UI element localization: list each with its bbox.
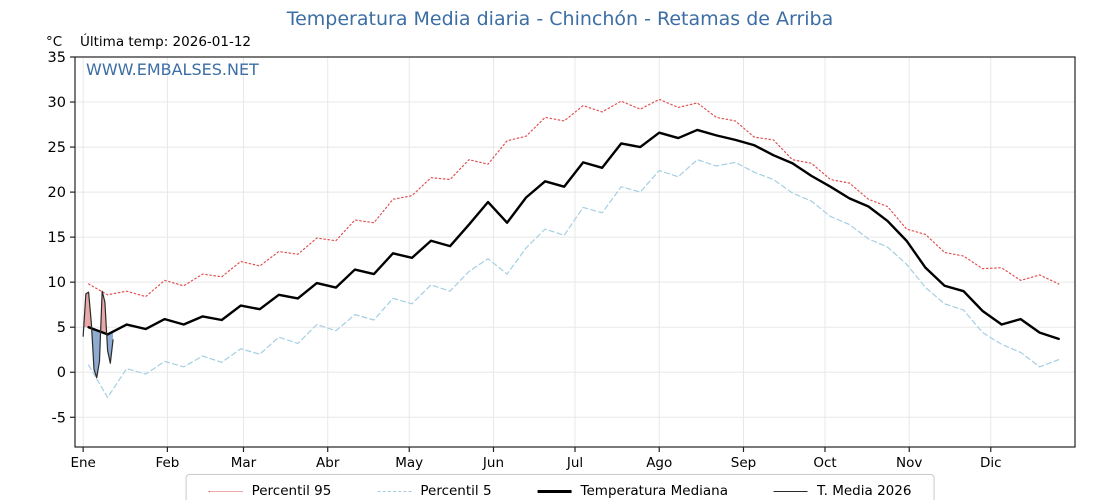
svg-text:Dic: Dic	[980, 455, 1002, 471]
mediana-line-sample	[537, 489, 572, 493]
legend-label-mediana: Temperatura Mediana	[580, 483, 728, 499]
last-temp-label: Última temp: 2026-01-12	[80, 34, 252, 50]
svg-text:Jul: Jul	[566, 455, 583, 471]
svg-text:Jun: Jun	[482, 455, 504, 471]
legend-label-percentil-95: Percentil 95	[251, 483, 332, 499]
svg-text:15: 15	[48, 230, 66, 246]
tmedia-2026-line-sample	[774, 490, 808, 492]
svg-text:Sep: Sep	[731, 455, 756, 471]
watermark-text: WWW.EMBALSES.NET	[86, 60, 259, 79]
svg-text:Nov: Nov	[896, 455, 922, 471]
percentil-5-line-sample	[377, 490, 412, 492]
svg-text:Ene: Ene	[70, 455, 95, 471]
svg-text:20: 20	[48, 185, 66, 201]
chart-legend: Percentil 95 Percentil 5 Temperatura Med…	[185, 474, 935, 500]
svg-text:Abr: Abr	[316, 455, 340, 471]
percentil-95-line-sample	[208, 490, 243, 492]
y-axis-unit-label: °C	[46, 34, 63, 50]
svg-text:-5: -5	[52, 410, 66, 426]
legend-item-percentil-5: Percentil 5	[377, 483, 492, 499]
svg-text:5: 5	[57, 320, 66, 336]
legend-item-mediana: Temperatura Mediana	[537, 483, 728, 499]
legend-label-tmedia-2026: T. Media 2026	[817, 483, 912, 499]
svg-text:0: 0	[57, 365, 66, 381]
svg-text:Ago: Ago	[646, 455, 672, 471]
chart-title: Temperatura Media diaria - Chinchón - Re…	[286, 8, 834, 30]
svg-text:May: May	[395, 455, 423, 471]
svg-text:35: 35	[48, 50, 66, 66]
svg-text:30: 30	[48, 95, 66, 111]
legend-item-percentil-95: Percentil 95	[208, 483, 332, 499]
svg-text:25: 25	[48, 140, 66, 156]
svg-text:10: 10	[48, 275, 66, 291]
svg-text:Oct: Oct	[813, 455, 836, 471]
legend-label-percentil-5: Percentil 5	[420, 483, 492, 499]
svg-text:Mar: Mar	[231, 455, 257, 471]
legend-item-tmedia-2026: T. Media 2026	[774, 483, 911, 499]
svg-text:Feb: Feb	[155, 455, 179, 471]
